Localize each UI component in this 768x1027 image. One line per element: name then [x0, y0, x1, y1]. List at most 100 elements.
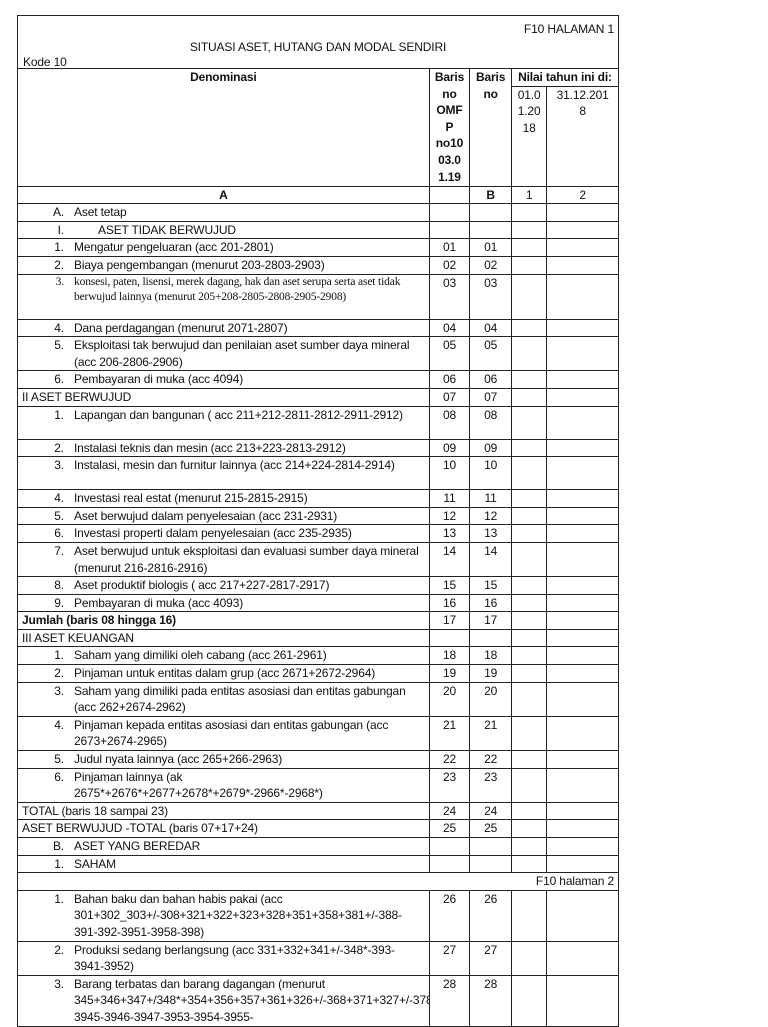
- row-item: 1. Lapangan dan bangunan ( acc 211+212-28…: [22, 407, 425, 423]
- value-start-of-year: [510, 889, 548, 942]
- row-omfp-number: 13: [428, 524, 471, 543]
- value-end-of-year: [546, 801, 619, 821]
- row-omfp-number: [428, 628, 471, 648]
- row-line-number: 19: [469, 664, 512, 683]
- row-description: 2. Biaya pengembangan (menurut 203-2803-2…: [17, 255, 430, 275]
- row-line-number: 06: [469, 370, 512, 389]
- value-end-of-year: [546, 220, 619, 240]
- row-omfp-number: 23: [428, 767, 471, 803]
- row-text: Judul nyata lainnya (acc 265+266-2963): [74, 752, 283, 767]
- value-start-of-year: [510, 405, 548, 440]
- header-line: 1.20: [517, 104, 541, 119]
- row-text: Bahan baku dan bahan habis pakai (acc 30…: [74, 891, 402, 939]
- row-line-number: 04: [469, 318, 512, 338]
- row-number: 6.: [54, 526, 64, 541]
- row-text: SAHAM: [74, 856, 116, 871]
- value-end-of-year: [546, 576, 619, 595]
- value-end-of-year: [546, 336, 619, 372]
- table-row: I. ASET TIDAK BERWUJUD: [17, 220, 619, 240]
- value-start-of-year: [510, 646, 548, 666]
- row-line-number: 16: [469, 593, 512, 613]
- value-end-of-year: [546, 940, 619, 976]
- row-omfp-number: 07: [428, 387, 471, 407]
- row-description: 3. Barang terbatas dan barang dagangan (m…: [17, 974, 430, 1027]
- statement-table: F10 HALAMAN 1 SITUASI ASET, HUTANG DAN M…: [17, 15, 620, 1027]
- row-line-number: 24: [469, 801, 512, 821]
- row-line-number: 09: [469, 438, 512, 458]
- row-description: 5. Judul nyata lainnya (acc 265+266-2963): [17, 750, 430, 769]
- row-text: ASET YANG BEREDAR: [74, 839, 201, 853]
- value-end-of-year: [546, 489, 619, 508]
- value-end-of-year: [546, 506, 619, 526]
- value-start-of-year: [510, 819, 548, 838]
- value-end-of-year: [546, 318, 619, 338]
- row-item: 1. Bahan baku dan bahan habis pakai (acc …: [22, 891, 425, 940]
- table-row: A. Aset tetap: [17, 203, 619, 222]
- row-number: 2.: [54, 942, 64, 957]
- row-text: Aset tetap: [74, 205, 127, 220]
- table-row: 3. Barang terbatas dan barang dagangan (m…: [17, 974, 619, 1027]
- value-start-of-year: [510, 801, 548, 821]
- row-description: 1. Bahan baku dan bahan habis pakai (acc …: [17, 889, 430, 942]
- row-number: 2.: [54, 666, 64, 681]
- row-omfp-number: 18: [428, 646, 471, 666]
- header-line: 18: [522, 120, 536, 135]
- table-row: 3. Saham yang dimiliki pada entitas asosi…: [17, 681, 619, 717]
- table-row: 6. Pinjaman lainnya (ak 2675*+2676*+2677+…: [17, 767, 619, 803]
- row-number: 9.: [54, 595, 64, 610]
- row-line-number: 05: [469, 336, 512, 372]
- value-start-of-year: [510, 506, 548, 526]
- table-row: III ASET KEUANGAN: [17, 628, 619, 648]
- row-item: 1. Mengatur pengeluaran (acc 201-2801): [22, 240, 425, 256]
- row-omfp-number: 14: [428, 541, 471, 578]
- table-row: B. ASET YANG BEREDAR: [17, 837, 619, 856]
- row-description: 1. SAHAM: [17, 854, 430, 874]
- row-text: Biaya pengembangan (menurut 203-2803-290…: [74, 257, 325, 272]
- row-omfp-number: 09: [428, 438, 471, 458]
- row-text: Pinjaman untuk entitas dalam grup (acc 2…: [74, 666, 376, 681]
- row-description: 2. Produksi sedang berlangsung (acc 331+3…: [17, 940, 430, 976]
- form-title: SITUASI ASET, HUTANG DAN MODAL SENDIRI: [189, 40, 447, 54]
- table-row: 2. Produksi sedang berlangsung (acc 331+3…: [17, 940, 619, 976]
- row-line-number: 01: [469, 238, 512, 257]
- value-end-of-year: [546, 438, 619, 458]
- row-omfp-number: 04: [428, 318, 471, 338]
- table-row: 6. Investasi properti dalam penyelesaian …: [17, 524, 619, 543]
- row-item: 2. Biaya pengembangan (menurut 203-2803-2…: [22, 257, 425, 273]
- row-item: 4. Dana perdagangan (menurut 2071-2807): [22, 320, 425, 336]
- row-line-number: 20: [469, 681, 512, 717]
- row-line-number: 08: [469, 405, 512, 440]
- row-omfp-number: 21: [428, 715, 471, 752]
- row-line-number: 17: [469, 611, 512, 630]
- row-description: A. Aset tetap: [17, 203, 430, 222]
- value-start-of-year: [510, 524, 548, 543]
- row-text: Pinjaman kepada entitas asosiasi dan ent…: [74, 717, 389, 749]
- row-line-number: 10: [469, 456, 512, 491]
- header-line: no: [442, 86, 457, 101]
- row-text: Investasi real estat (menurut 215-2815-2…: [74, 491, 308, 506]
- row-item: 2. Produksi sedang berlangsung (acc 331+3…: [22, 942, 425, 974]
- row-item: I. ASET TIDAK BERWUJUD: [22, 222, 425, 238]
- row-description: 6. Pembayaran di muka (acc 4094): [17, 370, 430, 389]
- table-row: 5. Aset berwujud dalam penyelesaian (acc …: [17, 506, 619, 526]
- row-description: TOTAL (baris 18 sampai 23): [17, 801, 430, 821]
- col-letter-b: B: [469, 185, 512, 205]
- row-line-number: 23: [469, 767, 512, 803]
- header-line: Baris: [434, 70, 465, 84]
- row-text: Aset berwujud dalam penyelesaian (acc 23…: [74, 508, 338, 523]
- row-text: Pinjaman lainnya (ak 2675*+2676*+2677+26…: [74, 769, 323, 801]
- table-row: F10 halaman 2: [17, 872, 619, 891]
- row-omfp-number: 06: [428, 370, 471, 389]
- value-start-of-year: [510, 255, 548, 275]
- row-number: 4.: [54, 717, 64, 732]
- value-end-of-year: [546, 238, 619, 257]
- table-row: 8. Aset produktif biologis ( acc 217+227-…: [17, 576, 619, 595]
- page-continuation-label: F10 halaman 2: [17, 872, 619, 891]
- table-row: 5. Judul nyata lainnya (acc 265+266-2963)…: [17, 750, 619, 769]
- row-line-number: [469, 628, 512, 648]
- row-item: 3. Saham yang dimiliki pada entitas asosi…: [22, 683, 425, 715]
- value-end-of-year: [546, 974, 619, 1027]
- row-description: 5. Eksploitasi tak berwujud dan penilaian…: [17, 336, 430, 372]
- row-number: 4.: [54, 320, 64, 335]
